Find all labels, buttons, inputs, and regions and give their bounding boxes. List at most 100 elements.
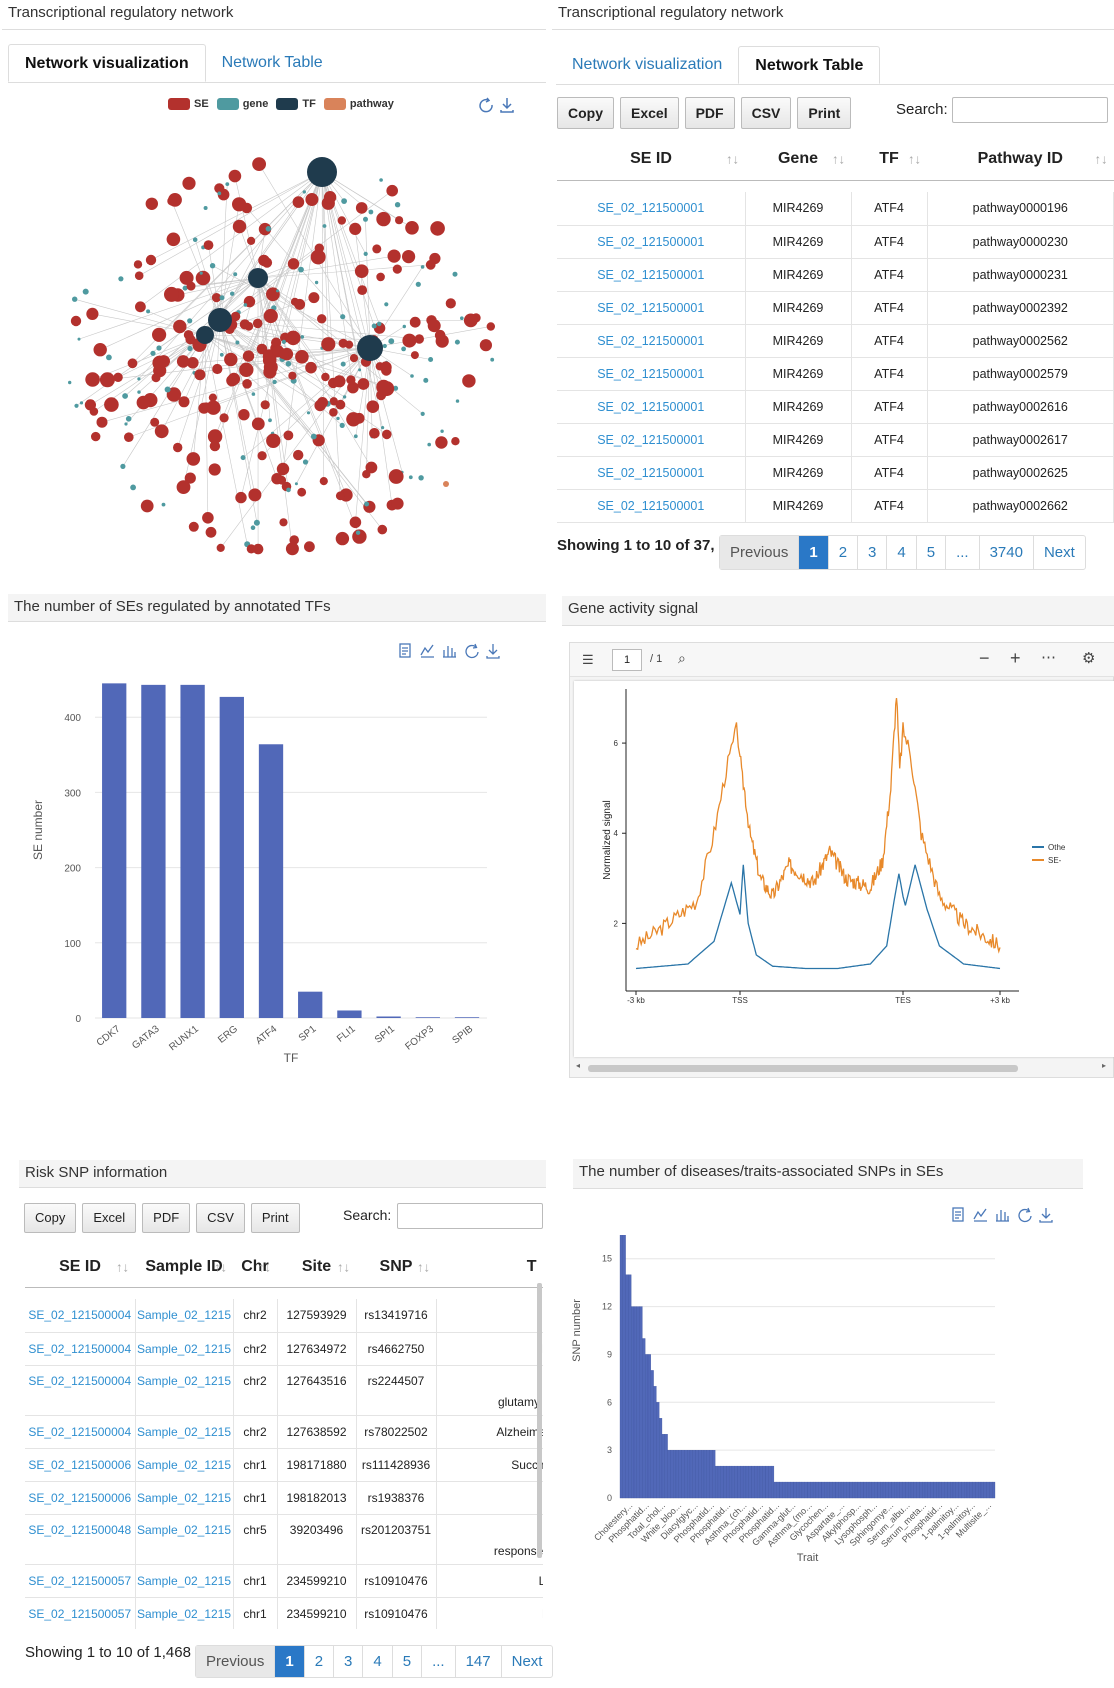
- se-node[interactable]: [70, 315, 82, 327]
- gene-node[interactable]: [415, 281, 421, 287]
- trait-bar[interactable]: [966, 1481, 970, 1499]
- tf-node[interactable]: [248, 268, 268, 288]
- se-id-link[interactable]: SE_02_121500001: [557, 357, 746, 391]
- trait-bar[interactable]: [628, 1274, 632, 1499]
- trait-bar[interactable]: [734, 1465, 738, 1499]
- page-button-5[interactable]: 5: [393, 1646, 423, 1677]
- trait-bar[interactable]: [779, 1481, 783, 1499]
- se-node[interactable]: [209, 440, 221, 452]
- se-node[interactable]: [186, 452, 201, 466]
- se-node[interactable]: [279, 518, 288, 527]
- se-node[interactable]: [317, 314, 327, 324]
- trait-bar[interactable]: [992, 1481, 996, 1499]
- se-node[interactable]: [242, 379, 252, 389]
- gene-node[interactable]: [420, 265, 425, 269]
- trait-bar[interactable]: [703, 1449, 707, 1499]
- tab-network-table[interactable]: Network Table: [221, 54, 323, 71]
- gene-node[interactable]: [310, 433, 317, 440]
- bar-ATF4[interactable]: [258, 744, 284, 1018]
- se-id-link[interactable]: SE_02_121500001: [557, 291, 746, 325]
- se-node[interactable]: [252, 318, 263, 329]
- se-node[interactable]: [135, 301, 146, 313]
- sample-id-link[interactable]: Sample_02_1215: [135, 1332, 234, 1366]
- trait-bar[interactable]: [910, 1481, 914, 1499]
- gene-node[interactable]: [322, 224, 327, 228]
- gene-node[interactable]: [363, 216, 368, 222]
- refresh-icon[interactable]: [465, 643, 479, 659]
- se-node[interactable]: [405, 221, 419, 235]
- se-node[interactable]: [329, 408, 338, 417]
- trait-bar[interactable]: [776, 1481, 780, 1499]
- se-node[interactable]: [150, 417, 160, 427]
- gene-node[interactable]: [253, 519, 260, 526]
- se-node[interactable]: [376, 379, 391, 395]
- se-node[interactable]: [425, 259, 436, 270]
- se-node[interactable]: [152, 327, 167, 342]
- gene-node[interactable]: [164, 386, 171, 393]
- page-button-2[interactable]: 2: [829, 536, 859, 569]
- trait-bar[interactable]: [726, 1465, 730, 1499]
- se-id-link[interactable]: SE_02_121500001: [557, 456, 746, 490]
- se-node[interactable]: [124, 432, 134, 443]
- page-button-3740[interactable]: 3740: [980, 536, 1034, 569]
- se-node[interactable]: [260, 400, 270, 410]
- se-node[interactable]: [214, 183, 225, 194]
- se-node[interactable]: [391, 497, 404, 510]
- col-header-se-id[interactable]: SE ID ↑↓: [557, 138, 745, 181]
- trait-bar[interactable]: [656, 1402, 660, 1499]
- se-node[interactable]: [333, 375, 346, 388]
- se-node[interactable]: [402, 250, 416, 264]
- gene-node[interactable]: [219, 352, 224, 357]
- se-node[interactable]: [157, 355, 170, 368]
- se-node[interactable]: [228, 169, 242, 183]
- col-header-site[interactable]: Site ↑↓: [277, 1247, 356, 1288]
- gene-node[interactable]: [125, 416, 132, 422]
- pdf-button[interactable]: PDF: [684, 97, 735, 129]
- se-id-link[interactable]: SE_02_121500001: [557, 489, 746, 523]
- se-node[interactable]: [376, 272, 385, 282]
- trait-bar[interactable]: [961, 1481, 965, 1499]
- trait-bar[interactable]: [787, 1481, 791, 1499]
- gene-node[interactable]: [276, 289, 279, 293]
- bar-CDK7[interactable]: [102, 683, 127, 1018]
- minus-icon[interactable]: −: [979, 648, 990, 668]
- trait-bar[interactable]: [784, 1481, 789, 1499]
- gene-node[interactable]: [122, 393, 128, 399]
- se-node[interactable]: [248, 488, 262, 502]
- series-line-0[interactable]: [635, 864, 1001, 970]
- se-node[interactable]: [151, 373, 161, 383]
- sample-id-link[interactable]: Sample_02_1215: [135, 1365, 234, 1416]
- se-node[interactable]: [145, 254, 157, 266]
- trait-bar[interactable]: [625, 1274, 629, 1499]
- gene-node[interactable]: [124, 422, 128, 426]
- next-page-button[interactable]: Next: [1043, 544, 1075, 561]
- trait-bar[interactable]: [958, 1481, 962, 1499]
- trait-bar[interactable]: [941, 1481, 945, 1499]
- page-button-3[interactable]: 3: [334, 1646, 364, 1677]
- sort-icon[interactable]: ↑↓: [908, 151, 921, 167]
- trait-bar[interactable]: [821, 1481, 825, 1499]
- gene-node[interactable]: [251, 392, 256, 396]
- se-node[interactable]: [310, 249, 326, 265]
- trait-bar[interactable]: [689, 1449, 693, 1499]
- se-node[interactable]: [166, 232, 181, 247]
- gene-node[interactable]: [353, 434, 358, 439]
- se-node[interactable]: [205, 526, 217, 538]
- se-node[interactable]: [208, 393, 217, 402]
- gene-node[interactable]: [336, 416, 340, 421]
- gene-node[interactable]: [137, 377, 141, 381]
- se-id-link[interactable]: SE_02_121500006: [25, 1448, 136, 1482]
- se-node[interactable]: [99, 372, 115, 388]
- print-button[interactable]: Print: [797, 97, 852, 129]
- se-node[interactable]: [145, 197, 158, 210]
- trait-bar[interactable]: [927, 1481, 931, 1499]
- bar-ERG[interactable]: [219, 696, 244, 1018]
- network-graph[interactable]: [50, 130, 510, 580]
- col-header-gene[interactable]: Gene ↑↓: [745, 138, 851, 181]
- trait-bar[interactable]: [916, 1481, 920, 1499]
- gene-node[interactable]: [363, 251, 368, 256]
- trait-bar[interactable]: [899, 1481, 903, 1499]
- se-node[interactable]: [166, 387, 182, 402]
- trait-bar[interactable]: [709, 1449, 713, 1499]
- trait-bar[interactable]: [759, 1465, 763, 1499]
